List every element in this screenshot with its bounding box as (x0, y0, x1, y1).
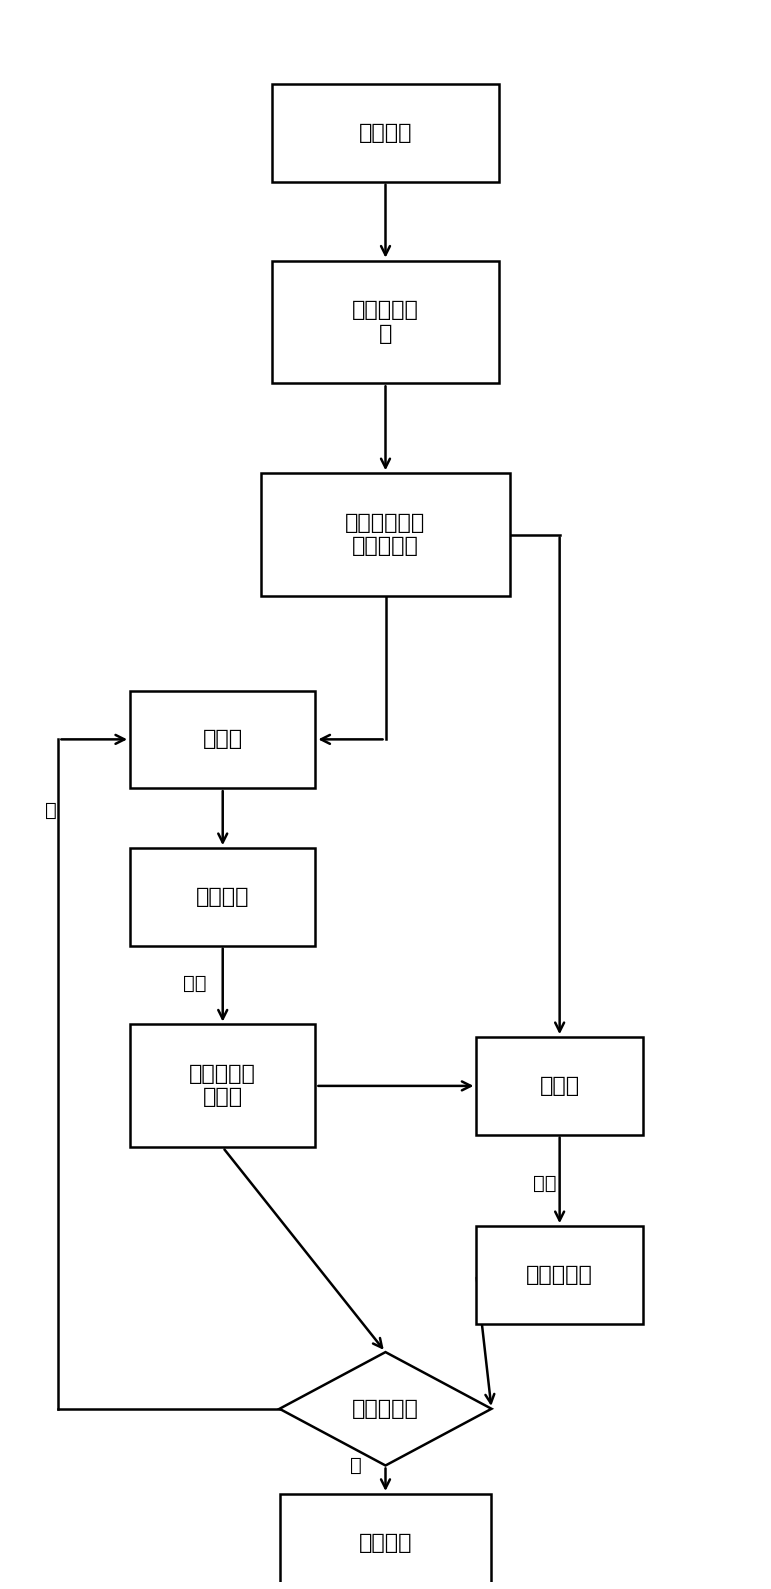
Text: 训练集: 训练集 (203, 729, 243, 750)
Text: 样本获取: 样本获取 (359, 122, 412, 143)
Polygon shape (280, 1352, 491, 1465)
FancyBboxPatch shape (130, 691, 315, 788)
Text: 特征参数提
取: 特征参数提 取 (352, 300, 419, 343)
Text: 训练: 训练 (183, 974, 206, 993)
FancyBboxPatch shape (272, 261, 499, 383)
Text: 测试集: 测试集 (540, 1076, 580, 1096)
Text: 选取参数: 选取参数 (196, 887, 250, 907)
FancyBboxPatch shape (272, 84, 499, 181)
Text: 预测粗糙度: 预测粗糙度 (526, 1265, 593, 1286)
Text: 最优模型: 最优模型 (359, 1533, 412, 1552)
FancyBboxPatch shape (280, 1494, 491, 1589)
Text: 达到准确率: 达到准确率 (352, 1398, 419, 1419)
Text: 支持向量回
归模型: 支持向量回 归模型 (190, 1065, 256, 1108)
FancyBboxPatch shape (130, 849, 315, 945)
FancyBboxPatch shape (261, 474, 510, 596)
Text: 测试: 测试 (533, 1174, 557, 1193)
FancyBboxPatch shape (476, 1227, 643, 1324)
Text: 随机抽取训练
集和测试集: 随机抽取训练 集和测试集 (345, 513, 426, 556)
Text: 是: 是 (349, 1456, 362, 1475)
Text: 否: 否 (45, 801, 57, 820)
FancyBboxPatch shape (130, 1025, 315, 1147)
FancyBboxPatch shape (476, 1038, 643, 1135)
